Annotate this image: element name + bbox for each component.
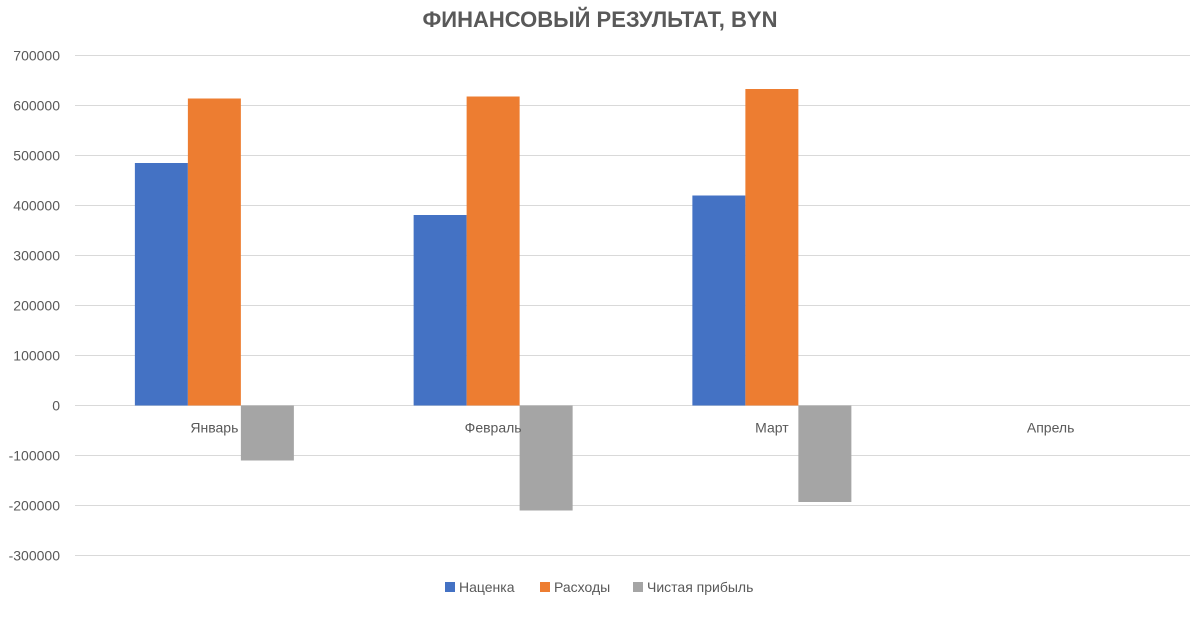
- bar-markup: [413, 215, 467, 406]
- bar-net-profit: [519, 405, 573, 511]
- bar-net-profit: [798, 405, 852, 502]
- y-tick-label: -300000: [9, 548, 61, 564]
- category-label: Март: [755, 420, 789, 436]
- y-tick-label: 200000: [13, 298, 60, 314]
- legend-swatch: [445, 582, 455, 592]
- bars: [134, 89, 852, 511]
- y-tick-label: 700000: [13, 48, 60, 64]
- y-tick-label: -100000: [9, 448, 61, 464]
- bar-expenses: [745, 89, 799, 406]
- y-tick-label: 500000: [13, 148, 60, 164]
- y-axis-ticks: 700000 600000 500000 400000 300000 200000 1000…: [9, 48, 61, 564]
- legend-swatch: [633, 582, 643, 592]
- y-tick-label: 100000: [13, 348, 60, 364]
- bar-markup: [134, 163, 188, 406]
- bar-markup: [692, 195, 746, 406]
- category-label: Февраль: [465, 420, 522, 436]
- legend-swatch: [540, 582, 550, 592]
- category-label: Апрель: [1027, 420, 1075, 436]
- bar-net-profit: [240, 405, 294, 461]
- y-tick-label: 0: [52, 398, 60, 414]
- chart-title: ФИНАНСОВЫЙ РЕЗУЛЬТАТ, BYN: [423, 7, 778, 32]
- bar-expenses: [466, 96, 520, 406]
- y-tick-label: 300000: [13, 248, 60, 264]
- gridlines: [75, 55, 1190, 556]
- legend-label: Чистая прибыль: [647, 579, 753, 595]
- y-tick-label: -200000: [9, 498, 61, 514]
- legend-label: Расходы: [554, 579, 610, 595]
- category-label: Январь: [190, 420, 238, 436]
- legend: Наценка Расходы Чистая прибыль: [445, 579, 753, 595]
- y-tick-label: 600000: [13, 98, 60, 114]
- category-labels: Январь Февраль Март Апрель: [190, 420, 1074, 436]
- bar-expenses: [187, 98, 241, 406]
- legend-label: Наценка: [459, 579, 515, 595]
- y-tick-label: 400000: [13, 198, 60, 214]
